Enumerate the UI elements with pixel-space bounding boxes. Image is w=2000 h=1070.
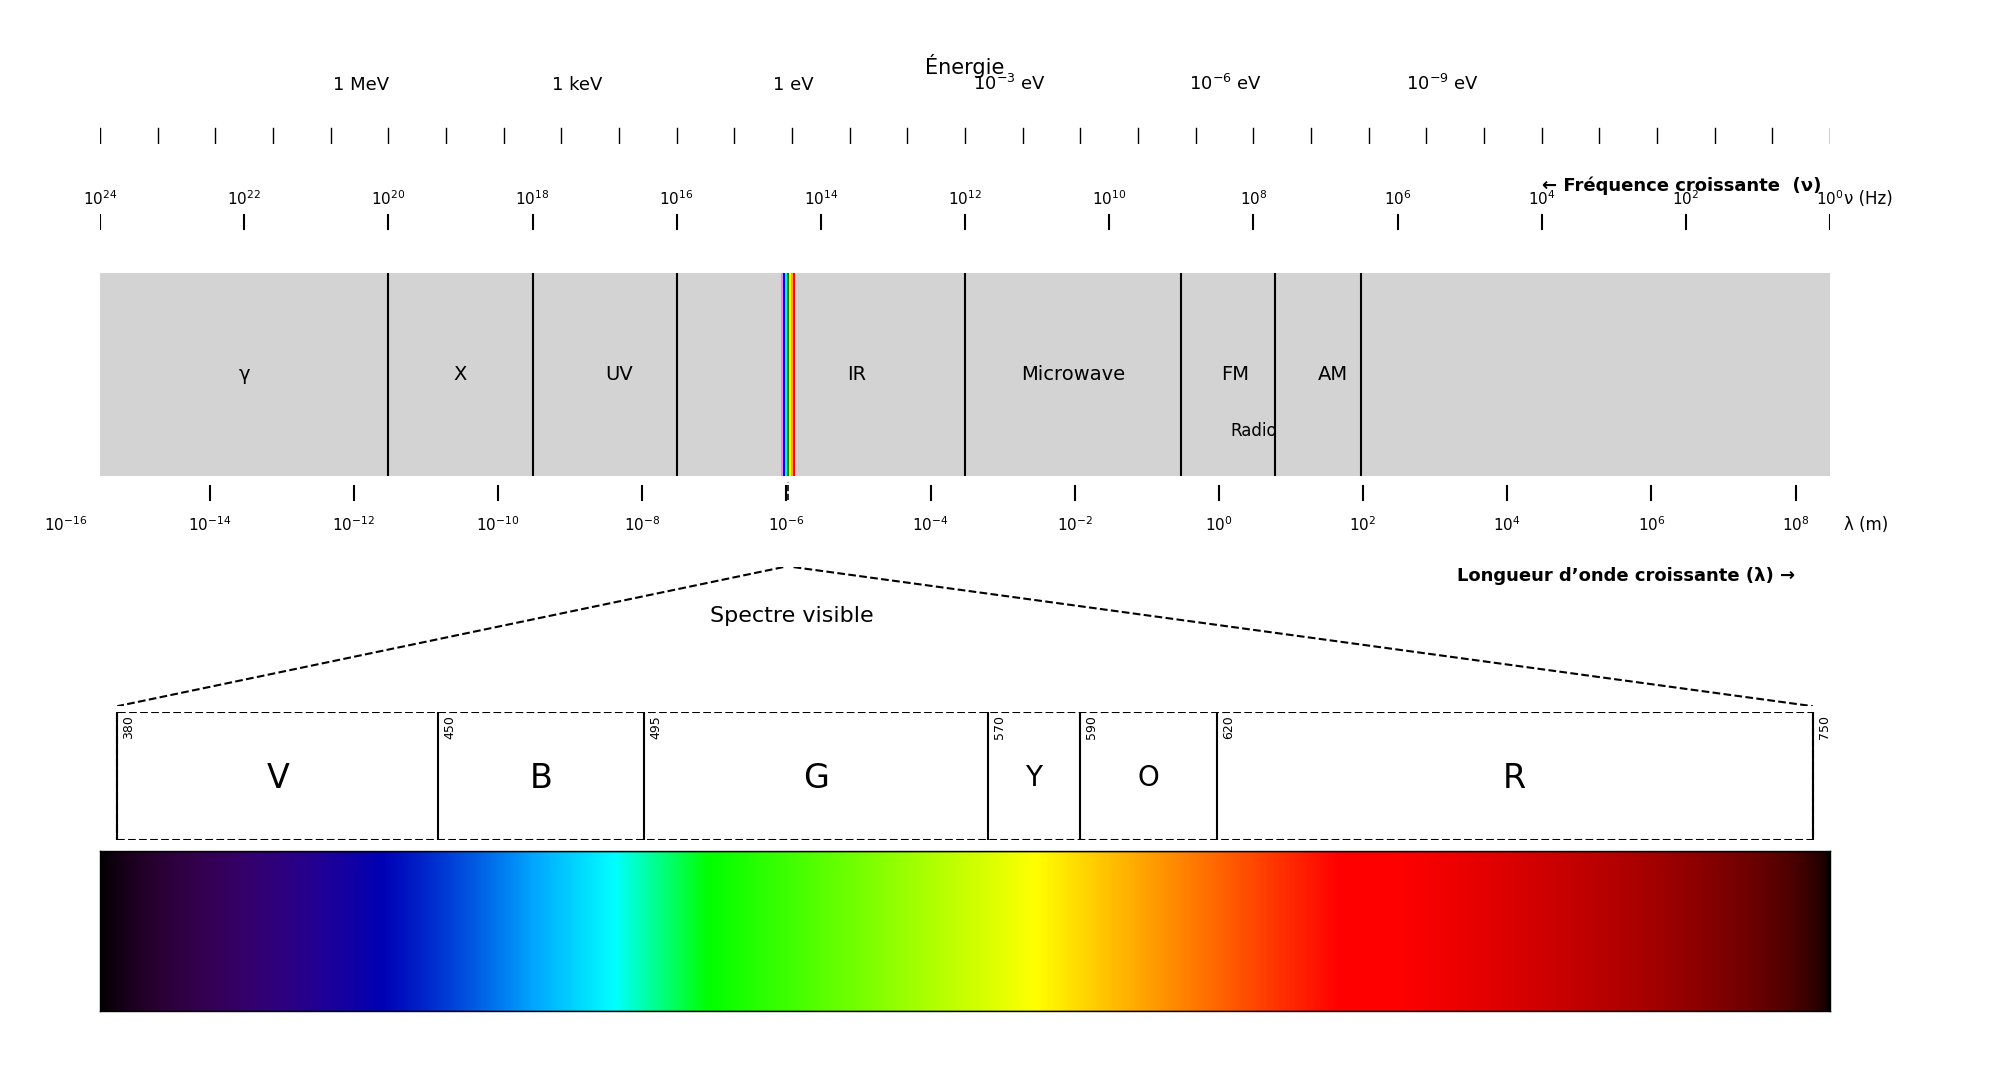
Text: 1 eV: 1 eV [774,76,814,94]
Text: $10^{-6}$: $10^{-6}$ [768,516,804,534]
Text: IR: IR [848,365,866,384]
Text: γ: γ [238,365,250,384]
Text: R: R [1504,762,1526,795]
Text: $10^{14}$: $10^{14}$ [804,189,838,209]
Text: $10^{-12}$: $10^{-12}$ [332,516,376,534]
Text: $10^{8}$: $10^{8}$ [1240,189,1268,209]
Text: $10^{0}$: $10^{0}$ [1816,189,1844,209]
Text: $10^{-16}$: $10^{-16}$ [44,516,88,534]
Text: Longueur d’onde croissante (λ) →: Longueur d’onde croissante (λ) → [1458,567,1796,585]
Text: $10^{2}$: $10^{2}$ [1350,516,1376,534]
Text: 1 MeV: 1 MeV [332,76,390,94]
Text: B: B [530,762,552,795]
Text: ν (Hz): ν (Hz) [1844,190,1892,209]
Text: $10^{2}$: $10^{2}$ [1672,189,1700,209]
Text: 620: 620 [1222,716,1236,739]
Text: ← Fréquence croissante  (ν): ← Fréquence croissante (ν) [1542,177,1822,195]
Text: $10^{6}$: $10^{6}$ [1384,189,1412,209]
Text: UV: UV [606,365,632,384]
Text: 380: 380 [122,716,136,739]
Text: $10^{0}$: $10^{0}$ [1206,516,1232,534]
Text: 1 keV: 1 keV [552,76,602,94]
Text: 750: 750 [1818,716,1830,739]
Text: X: X [454,365,468,384]
Text: $10^{20}$: $10^{20}$ [372,189,406,209]
Text: G: G [804,762,830,795]
Text: $10^{-4}$: $10^{-4}$ [912,516,948,534]
Text: $10^{-10}$: $10^{-10}$ [476,516,520,534]
Text: O: O [1138,764,1160,792]
Text: $10^{4}$: $10^{4}$ [1494,516,1522,534]
Text: $10^{-8}$: $10^{-8}$ [624,516,660,534]
Text: $10^{-6}$ eV: $10^{-6}$ eV [1190,74,1262,94]
Text: $10^{18}$: $10^{18}$ [516,189,550,209]
Text: $10^{-2}$: $10^{-2}$ [1056,516,1092,534]
Text: $10^{-3}$ eV: $10^{-3}$ eV [974,74,1046,94]
Text: $10^{4}$: $10^{4}$ [1528,189,1556,209]
Text: $10^{24}$: $10^{24}$ [82,189,118,209]
Text: $10^{8}$: $10^{8}$ [1782,516,1810,534]
Text: Y: Y [1026,764,1042,792]
Text: Radio: Radio [1230,423,1276,441]
Text: $10^{12}$: $10^{12}$ [948,189,982,209]
Text: $10^{-14}$: $10^{-14}$ [188,516,232,534]
Text: 590: 590 [1084,716,1098,739]
Text: $10^{6}$: $10^{6}$ [1638,516,1666,534]
Text: 495: 495 [650,716,662,739]
Text: AM: AM [1318,365,1348,384]
Text: $10^{-9}$ eV: $10^{-9}$ eV [1406,74,1478,94]
Text: $10^{22}$: $10^{22}$ [228,189,262,209]
Text: Spectre visible: Spectre visible [710,606,874,626]
Text: 450: 450 [444,716,456,739]
Text: $10^{16}$: $10^{16}$ [660,189,694,209]
Text: Microwave: Microwave [1022,365,1126,384]
Text: Énergie: Énergie [926,54,1004,77]
Text: FM: FM [1222,365,1250,384]
Text: V: V [266,762,290,795]
Text: λ (m): λ (m) [1844,516,1888,534]
Text: $10^{10}$: $10^{10}$ [1092,189,1126,209]
Text: 570: 570 [994,716,1006,739]
